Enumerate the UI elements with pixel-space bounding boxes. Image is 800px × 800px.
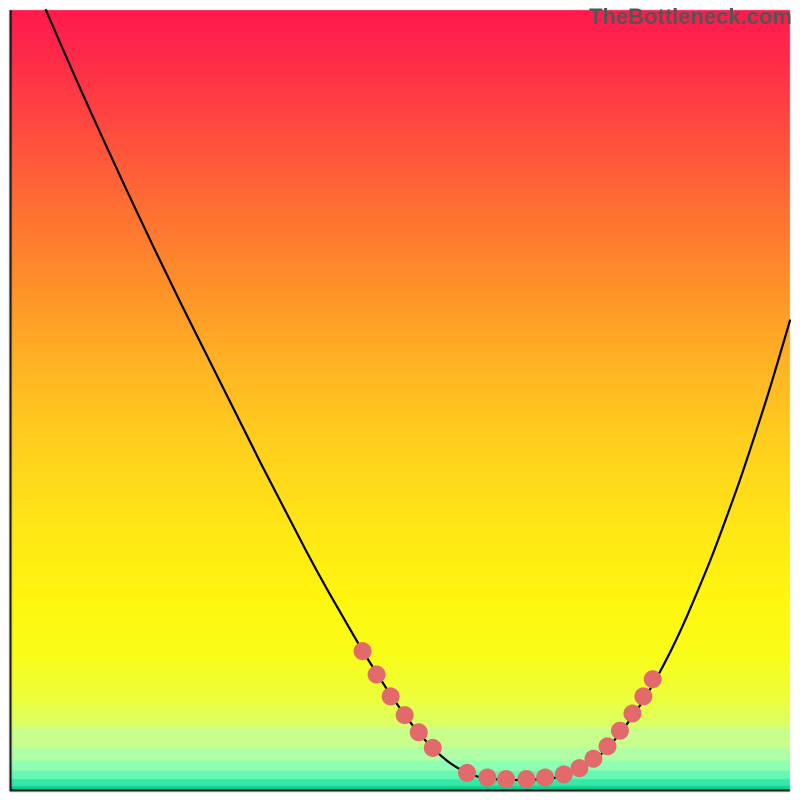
marker-left-2 (382, 687, 400, 705)
marker-left-1 (368, 666, 386, 684)
marker-right-1 (598, 737, 616, 755)
marker-bottom-0 (458, 764, 476, 782)
marker-right-5 (644, 670, 662, 688)
marker-bottom-4 (536, 769, 554, 787)
marker-right-0 (584, 750, 602, 768)
marker-bottom-1 (478, 769, 496, 787)
chart-root: TheBottleneck.com (0, 0, 800, 800)
marker-bottom-5 (555, 765, 573, 783)
marker-left-3 (396, 706, 414, 724)
marker-bottom-2 (497, 770, 515, 788)
marker-bottom-3 (517, 770, 535, 788)
marker-left-5 (424, 739, 442, 757)
bottleneck-curve (46, 10, 790, 780)
marker-left-4 (410, 723, 428, 741)
marker-left-0 (354, 642, 372, 660)
marker-right-2 (611, 722, 629, 740)
marker-right-4 (634, 687, 652, 705)
marker-right-3 (623, 705, 641, 723)
chart-overlay (0, 0, 800, 800)
